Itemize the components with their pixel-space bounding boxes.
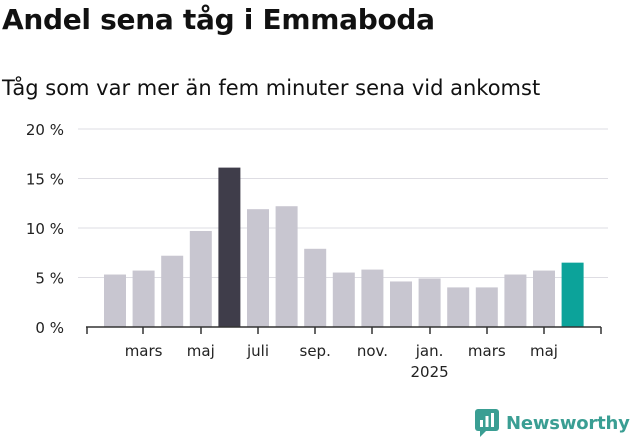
bar bbox=[189, 230, 212, 327]
bar bbox=[247, 209, 269, 327]
x-tick-label: mars bbox=[125, 342, 163, 360]
brand-name: Newsworthy bbox=[506, 412, 630, 434]
bar bbox=[161, 255, 184, 327]
y-tick-label: 5 % bbox=[35, 270, 64, 288]
y-tick-label: 15 % bbox=[26, 171, 64, 189]
y-tick-label: 0 % bbox=[35, 319, 64, 337]
newsworthy-logo-icon bbox=[475, 409, 499, 437]
bar bbox=[361, 269, 384, 327]
bar bbox=[304, 248, 327, 327]
bar bbox=[332, 272, 355, 327]
chart-title: Andel sena tåg i Emmaboda bbox=[2, 3, 435, 36]
x-tick-label: juli bbox=[246, 342, 269, 360]
x-tick-label: nov. bbox=[357, 342, 388, 360]
bar bbox=[218, 167, 241, 327]
y-tick-label: 20 % bbox=[26, 121, 64, 139]
bar bbox=[275, 206, 298, 327]
bar-chart: 0 % 5 % 10 % 15 % 20 % mars maj juli sep. nov. jan… bbox=[26, 121, 608, 381]
x-tick-label: jan. bbox=[415, 342, 444, 360]
bar bbox=[561, 262, 584, 327]
x-tick-label: maj bbox=[530, 342, 558, 360]
bar bbox=[132, 270, 155, 327]
bar bbox=[533, 270, 555, 327]
x-tick-label: maj bbox=[187, 342, 215, 360]
x-tick-sublabel: 2025 bbox=[411, 363, 449, 381]
x-tick-label: sep. bbox=[300, 342, 331, 360]
newsworthy-brand: Newsworthy bbox=[474, 406, 630, 440]
bar bbox=[447, 287, 470, 327]
y-tick-label: 10 % bbox=[26, 220, 64, 238]
bar bbox=[504, 274, 527, 327]
bar bbox=[390, 281, 412, 327]
bar bbox=[475, 287, 498, 327]
chart-subtitle: Tåg som var mer än fem minuter sena vid … bbox=[2, 76, 541, 100]
bar bbox=[418, 278, 441, 327]
x-tick-label: mars bbox=[468, 342, 506, 360]
bar bbox=[104, 274, 126, 327]
